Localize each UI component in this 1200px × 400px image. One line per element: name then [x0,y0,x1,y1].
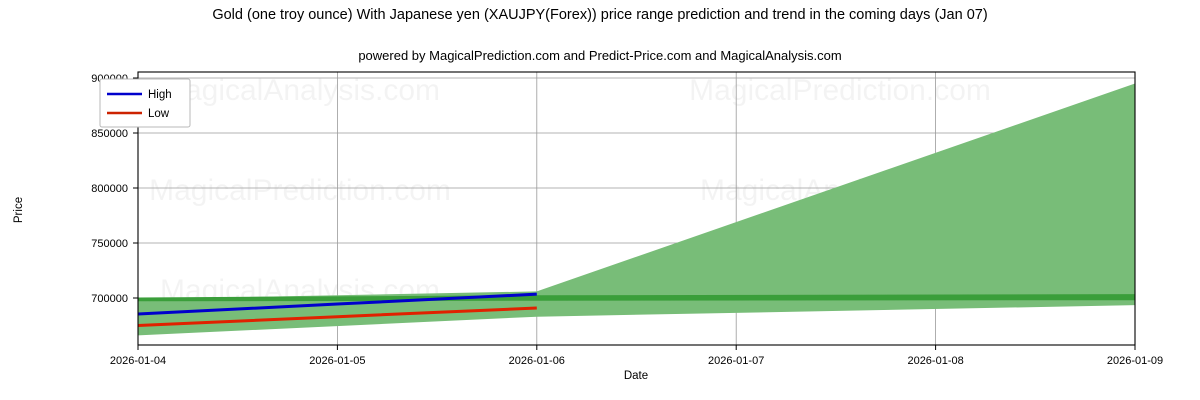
x-tick-label: 2026-01-06 [509,355,565,367]
x-tick-label: 2026-01-09 [1107,355,1163,367]
chart-legend[interactable]: High Low [99,78,191,128]
series-line-high [138,292,537,316]
range-band-inner-range [138,294,1135,302]
y-tick-label: 850000 [91,128,128,140]
range-band-outer-range [138,83,1135,336]
watermark-text: MagicalAnalysis.com [160,74,440,107]
x-tick-label: 2026-01-05 [309,355,365,367]
plot-border [137,71,1136,346]
legend-label-low: Low [148,108,170,120]
legend-label-high: High [148,89,172,101]
y-tick-label: 700000 [91,293,128,305]
page-subtitle: powered by MagicalPrediction.com and Pre… [358,48,841,63]
y-axis-label: Price [13,197,25,223]
x-tick-label: 2026-01-04 [110,355,166,367]
series-line-low [138,306,537,327]
prediction-range-bands [138,83,1135,336]
page-title: Gold (one troy ounce) With Japanese yen … [212,7,987,23]
y-tick-label: 750000 [91,238,128,250]
watermark-text: MagicalPrediction.com [149,174,451,207]
plot-frame [137,71,1136,346]
x-tick-label: 2026-01-07 [708,355,764,367]
x-axis-label: Date [624,370,648,382]
x-tick-label: 2026-01-08 [907,355,963,367]
y-tick-label: 800000 [91,183,128,195]
legend-box [99,78,191,128]
watermark-text: MagicalPrediction.com [689,74,991,107]
x-axis-ticks: 2026-01-04 2026-01-05 2026-01-06 2026-01-07… [110,345,1163,367]
series-lines [138,292,537,327]
